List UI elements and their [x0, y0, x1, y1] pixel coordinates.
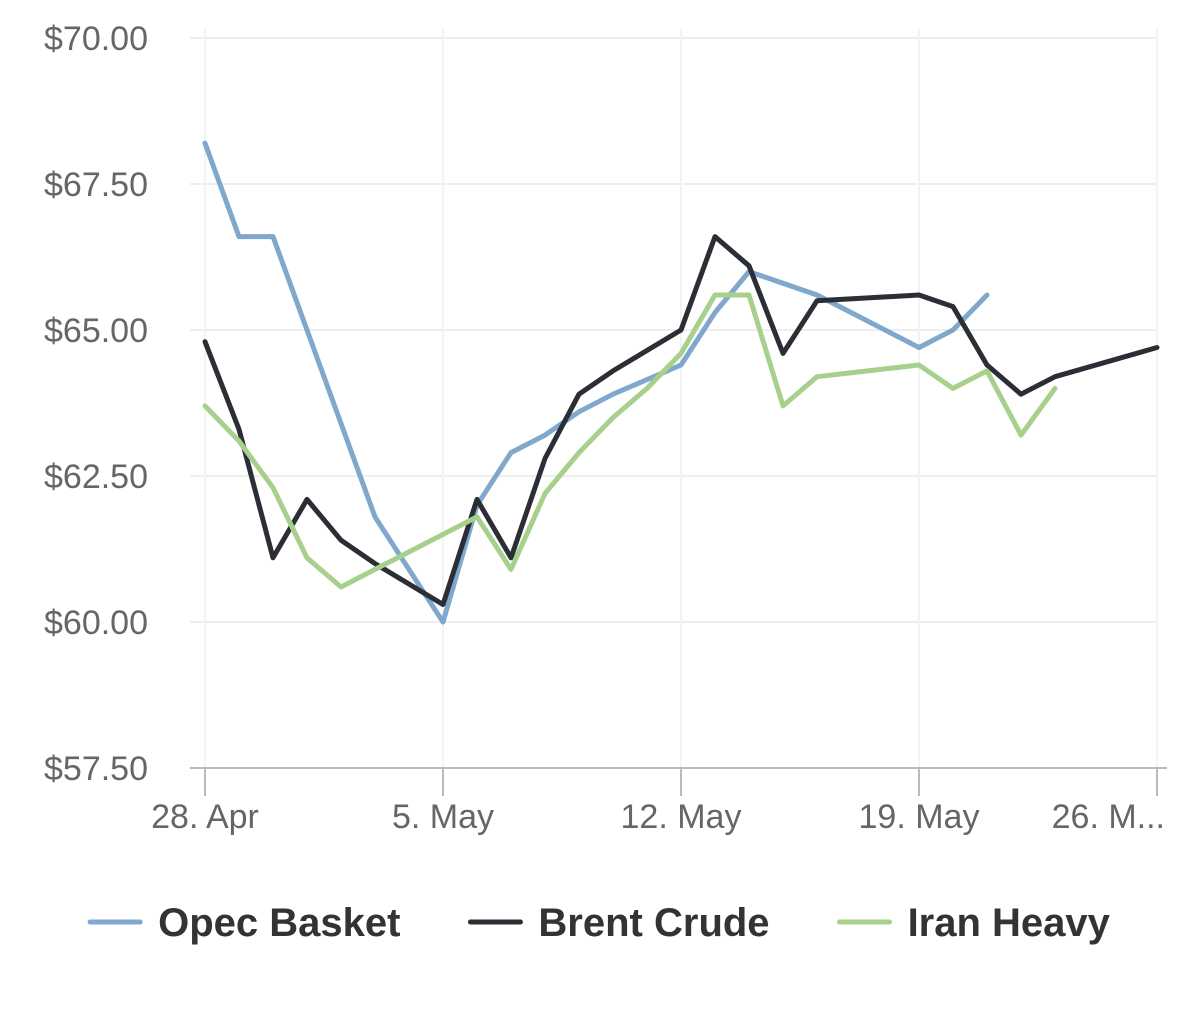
y-tick-label: $57.50 [44, 750, 148, 788]
series-line-brent-crude[interactable] [202, 234, 1160, 607]
grid-layer [190, 28, 1158, 768]
x-tick-label: 28. Apr [151, 798, 259, 836]
x-tick-label: 26. M... [1052, 798, 1165, 836]
series-line-opec-basket[interactable] [202, 140, 990, 625]
legend-label: Brent Crude [538, 901, 769, 945]
legend-item-iran-heavy[interactable]: Iran Heavy [837, 901, 1111, 945]
x-tick-label: 5. May [392, 798, 494, 836]
y-tick-label: $65.00 [44, 312, 148, 350]
legend-item-brent-crude[interactable]: Brent Crude [467, 901, 770, 945]
axis-layer: $70.00 $67.50 $65.00 $62.50 $60.00 $57.5028. … [44, 20, 1167, 836]
legend-label: Opec Basket [158, 901, 400, 945]
x-tick-label: 19. May [859, 798, 980, 836]
legend: Opec Basket Brent Crude Iran Heavy [87, 901, 1111, 945]
y-tick-label: $62.50 [44, 458, 148, 496]
y-tick-label: $67.50 [44, 166, 148, 204]
series-layer [202, 140, 1160, 625]
y-tick-label: $70.00 [44, 20, 148, 58]
legend-item-opec-basket[interactable]: Opec Basket [87, 901, 400, 945]
series-line-iran-heavy[interactable] [202, 292, 1058, 590]
y-tick-label: $60.00 [44, 604, 148, 642]
legend-label: Iran Heavy [908, 901, 1111, 945]
x-tick-label: 12. May [621, 798, 742, 836]
